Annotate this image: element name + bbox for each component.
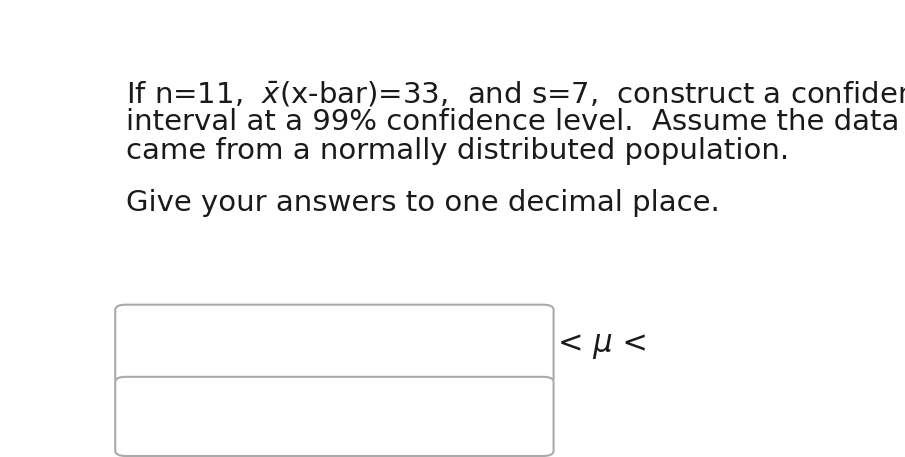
Text: < μ <: < μ <	[558, 330, 648, 359]
Text: If n=11,  $\bar{x}$(x-bar)=33,  and s=7,  construct a confidence: If n=11, $\bar{x}$(x-bar)=33, and s=7, c…	[126, 80, 905, 108]
FancyBboxPatch shape	[115, 305, 554, 384]
Text: Give your answers to one decimal place.: Give your answers to one decimal place.	[126, 189, 719, 217]
Text: came from a normally distributed population.: came from a normally distributed populat…	[126, 137, 789, 165]
Text: interval at a 99% confidence level.  Assume the data: interval at a 99% confidence level. Assu…	[126, 108, 900, 136]
FancyBboxPatch shape	[115, 377, 554, 456]
